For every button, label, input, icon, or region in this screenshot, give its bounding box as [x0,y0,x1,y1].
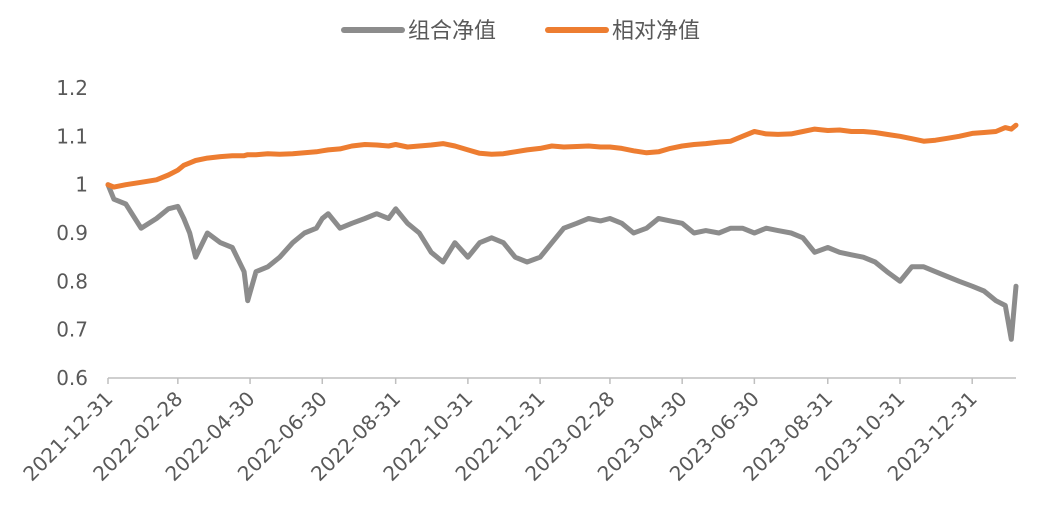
y-tick-label: 0.6 [56,366,88,390]
y-tick-label: 0.7 [56,318,88,342]
y-axis: 0.6 0.7 0.8 0.9 1 1.1 1.2 [56,76,88,390]
y-tick-label: 0.8 [56,269,88,293]
legend: 组合净值 相对净值 [341,19,700,44]
legend-label: 相对净值 [612,19,700,44]
y-tick-label: 1.2 [56,76,88,100]
series-line-2 [105,122,1019,190]
y-tick-label: 1.1 [56,124,88,148]
x-axis: 2021-12-312022-02-282022-04-302022-06-30… [18,377,1016,486]
series-group [105,122,1019,342]
legend-label: 组合净值 [408,19,496,44]
y-tick-label: 0.9 [56,221,88,245]
series-line-1 [105,182,1019,342]
y-tick-label: 1 [75,173,88,197]
